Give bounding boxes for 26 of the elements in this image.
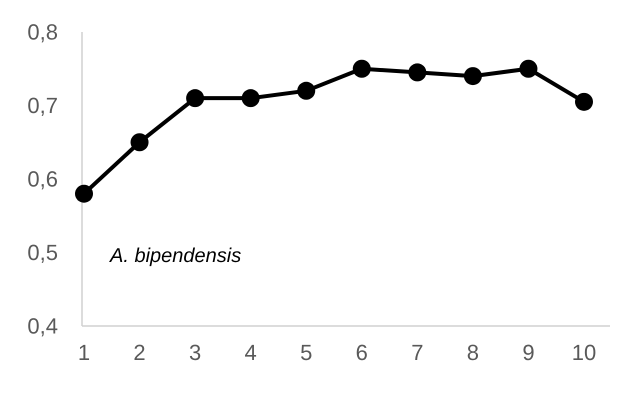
x-tick-label: 4	[244, 340, 257, 365]
point	[242, 89, 260, 108]
x-tick-label: 10	[572, 340, 596, 365]
y-tick-label: 0,8	[27, 20, 58, 45]
x-tick-label: 7	[411, 340, 424, 365]
y-tick-label: 0,7	[27, 93, 58, 118]
y-tick-label: 0,5	[27, 240, 58, 266]
point	[519, 60, 538, 78]
point	[75, 184, 93, 203]
point	[575, 92, 593, 111]
y-tick-label: 0,4	[27, 314, 58, 339]
x-tick-label: 6	[356, 340, 368, 365]
x-tick-label: 3	[188, 340, 202, 365]
annotation: A. bipendensis	[109, 245, 242, 267]
point	[464, 67, 482, 86]
point	[130, 133, 149, 152]
point	[186, 89, 204, 108]
point	[408, 63, 426, 82]
x-tick-label: 9	[522, 340, 535, 365]
point	[297, 82, 316, 100]
x-tick-label: 5	[300, 340, 312, 365]
x-tick-label: 2	[133, 340, 146, 365]
x-tick-label: 1	[78, 340, 90, 365]
point	[352, 60, 371, 78]
y-tick-label: 0,6	[27, 166, 58, 192]
x-tick-label: 8	[466, 340, 480, 365]
